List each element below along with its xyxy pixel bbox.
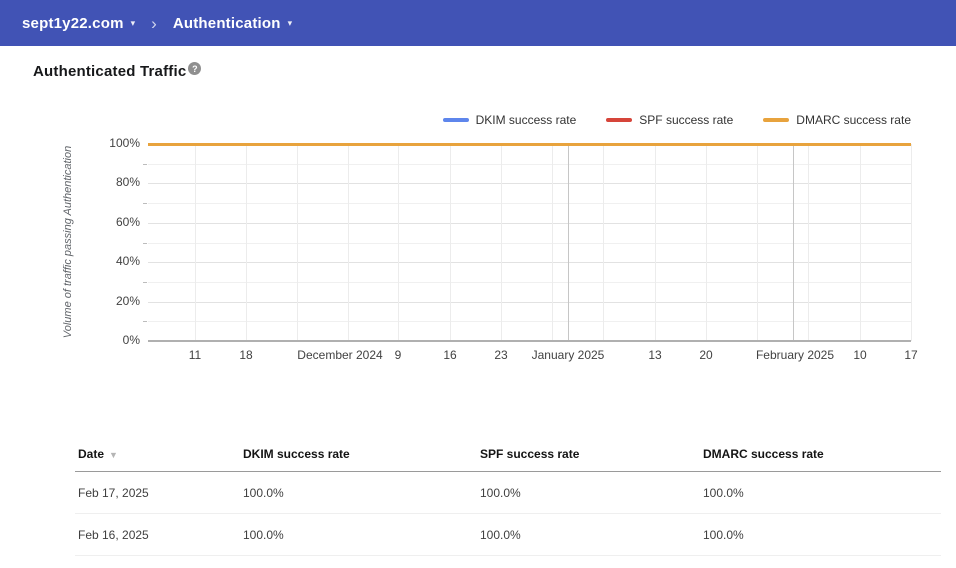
- table-header-cell: SPF success rate: [477, 447, 700, 461]
- domain-selector[interactable]: sept1y22.com ▾: [22, 15, 135, 32]
- table-header-cell[interactable]: Date ▼: [75, 447, 240, 461]
- column-label: Date: [78, 447, 105, 461]
- success-rate-line: [148, 143, 911, 146]
- legend-label: SPF success rate: [639, 113, 734, 127]
- vertical-gridline: [603, 144, 604, 341]
- table-row: Feb 17, 2025 100.0% 100.0% 100.0%: [75, 472, 941, 514]
- y-axis-title: Volume of traffic passing Authentication: [62, 145, 74, 339]
- table-header-cell: DMARC success rate: [700, 447, 941, 461]
- x-axis-tick-label: 10: [853, 348, 867, 362]
- x-axis-tick-label: 17: [904, 348, 918, 362]
- horizontal-gridline: [148, 222, 911, 224]
- month-boundary-gridline: [568, 144, 569, 341]
- table-header-cell: DKIM success rate: [240, 447, 477, 461]
- section-selector[interactable]: Authentication ▾: [173, 15, 292, 32]
- legend-label: DMARC success rate: [796, 113, 911, 127]
- table-body: Feb 17, 2025 100.0% 100.0% 100.0% Feb 16, 20…: [75, 472, 941, 556]
- legend-line-swatch: [763, 118, 790, 122]
- table-cell: 100.0%: [480, 485, 521, 500]
- help-icon[interactable]: ?: [188, 62, 202, 75]
- vertical-gridline: [348, 144, 349, 341]
- y-axis-minor-tick: [143, 203, 147, 205]
- y-axis-tick-label: 0%: [122, 333, 140, 347]
- table-cell: 100.0%: [480, 527, 521, 542]
- vertical-gridline: [501, 144, 502, 341]
- chart-legend: DKIM success rate SPF success rate DMARC s…: [442, 113, 911, 127]
- table-cell: Feb 17, 2025: [78, 485, 149, 500]
- horizontal-gridline: [148, 163, 911, 165]
- horizontal-gridline: [148, 301, 911, 303]
- x-axis-tick-label: December 2024: [297, 348, 383, 362]
- y-axis-minor-tick: [143, 281, 147, 283]
- x-axis-tick-label: February 2025: [755, 348, 835, 362]
- column-label: DMARC success rate: [703, 447, 824, 461]
- vertical-gridline: [911, 144, 912, 341]
- legend-item: DMARC success rate: [763, 113, 911, 127]
- vertical-gridline: [860, 144, 861, 341]
- x-axis-tick-label: 20: [699, 348, 713, 362]
- vertical-gridline: [706, 144, 707, 341]
- legend-line-swatch: [606, 118, 633, 122]
- legend-item: SPF success rate: [606, 113, 733, 127]
- vertical-gridline: [757, 144, 758, 341]
- legend-line-swatch: [442, 118, 469, 122]
- x-axis-tick-label: 23: [494, 348, 508, 362]
- vertical-gridline: [398, 144, 399, 341]
- x-axis-tick-label: 9: [394, 348, 402, 362]
- table-cell: 100.0%: [243, 527, 284, 542]
- table-row: Feb 16, 2025 100.0% 100.0% 100.0%: [75, 514, 941, 556]
- column-label: DKIM success rate: [243, 447, 350, 461]
- x-axis-tick-label: 16: [443, 348, 457, 362]
- y-axis-minor-tick: [143, 321, 147, 323]
- horizontal-gridline: [148, 262, 911, 264]
- table-cell: 100.0%: [703, 485, 744, 500]
- caret-down-icon: ▾: [287, 17, 293, 28]
- vertical-gridline: [552, 144, 553, 341]
- y-axis-tick-label: 20%: [115, 293, 140, 308]
- vertical-gridline: [450, 144, 451, 341]
- x-axis-tick-label: 18: [239, 348, 253, 362]
- legend-label: DKIM success rate: [475, 113, 577, 127]
- page-title-row: Authenticated Traffic ?: [33, 62, 202, 80]
- table-header-row: Date ▼ DKIM success rate SPF success rate DM…: [75, 437, 941, 472]
- section-label: Authentication: [172, 14, 281, 32]
- x-axis-tick-label: 11: [188, 348, 202, 362]
- page-title: Authenticated Traffic: [33, 63, 187, 80]
- horizontal-gridline: [148, 242, 911, 244]
- legend-item: DKIM success rate: [442, 113, 577, 127]
- vertical-gridline: [655, 144, 656, 341]
- vertical-gridline: [297, 144, 298, 341]
- vertical-gridline: [195, 144, 196, 341]
- domain-label: sept1y22.com: [22, 14, 124, 32]
- y-axis-tick-label: 80%: [115, 175, 140, 190]
- vertical-gridline: [808, 144, 809, 341]
- breadcrumb-chevron-icon: ›: [151, 13, 157, 33]
- month-boundary-gridline: [793, 144, 794, 341]
- horizontal-gridline: [148, 203, 911, 205]
- table-cell: 100.0%: [243, 485, 284, 500]
- data-table: Date ▼ DKIM success rate SPF success rate DM…: [75, 437, 941, 556]
- x-axis-tick-label: January 2025: [531, 348, 605, 362]
- table-cell: Feb 16, 2025: [78, 527, 149, 542]
- chart-plot-area: [143, 143, 912, 342]
- column-label: SPF success rate: [480, 447, 580, 461]
- app-header: sept1y22.com ▾ › Authentication ▾: [0, 0, 956, 46]
- y-axis-tick-label: 100%: [109, 136, 140, 150]
- y-axis-minor-tick: [143, 242, 147, 244]
- y-axis-tick-label: 60%: [115, 214, 140, 229]
- y-axis-tick-label: 40%: [115, 254, 140, 269]
- x-axis-baseline: [148, 340, 911, 342]
- horizontal-gridline: [148, 183, 911, 185]
- horizontal-gridline: [148, 281, 911, 283]
- horizontal-gridline: [148, 321, 911, 323]
- caret-down-icon: ▾: [130, 17, 136, 28]
- sort-desc-icon: ▼: [109, 450, 118, 460]
- y-axis-minor-tick: [143, 163, 147, 165]
- x-axis-tick-label: 13: [648, 348, 662, 362]
- table-cell: 100.0%: [703, 527, 744, 542]
- vertical-gridline: [246, 144, 247, 341]
